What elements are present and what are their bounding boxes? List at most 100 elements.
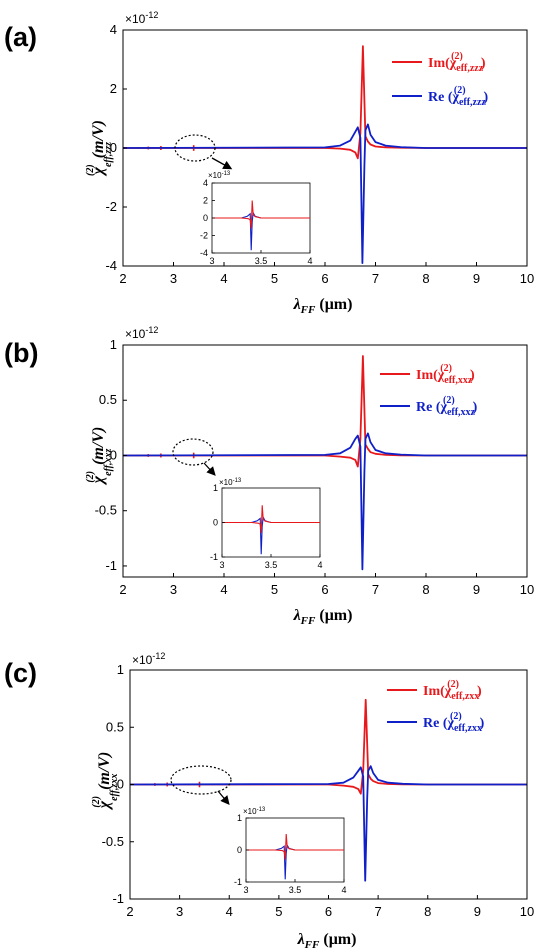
- legend-label-re-b: Re (χeff,xxz(2)): [416, 395, 478, 418]
- plot-area-c: [129, 698, 527, 882]
- x-axis-label-a: λFF (μm): [293, 296, 353, 316]
- inset-c: 1 0 -13 3.5 4: [234, 813, 347, 895]
- x-tick-label: 5: [275, 904, 282, 919]
- x-tick-label: 3: [170, 271, 177, 286]
- series-line-re-c: [129, 765, 527, 882]
- series-line-im-b: [123, 355, 527, 468]
- x-tick-label: 4: [226, 904, 233, 919]
- x-tick-label: 4: [220, 582, 227, 597]
- inset-y-tick-label: -1: [234, 877, 242, 887]
- x-tick-labels-c: 2 3 4 5 6 7 8 9 10: [126, 904, 534, 919]
- inset-x-tick-label: 3: [209, 256, 214, 266]
- inset-series-im: [212, 200, 310, 229]
- inset-x-tick-label: 3: [219, 560, 224, 570]
- zoom-arrow-a: [211, 157, 233, 170]
- axes-box: [122, 29, 528, 267]
- x-tick-label: 10: [520, 582, 534, 597]
- legend-b: Im(χeff,xxz(2)) Re (χeff,xxz(2)): [380, 363, 478, 418]
- legend-label-im-a: Im(χeff,zzz(2)): [428, 51, 486, 74]
- series-line-im-a: [123, 45, 527, 160]
- inset-multiplier-a: ×10-13: [208, 171, 231, 180]
- y-tick-label: 4: [110, 22, 117, 37]
- inset-x-tick-label: 3.5: [255, 256, 268, 266]
- x-tick-label: 10: [520, 271, 534, 286]
- inset-x-tick-label: 3: [243, 885, 248, 895]
- legend-c: Im(χeff,zxx(2)) Re (χeff,zxx(2)): [387, 679, 485, 734]
- y-tick-label: 1: [117, 662, 124, 677]
- y-tick-label: -0.5: [102, 834, 124, 849]
- x-tick-label: 3: [176, 904, 183, 919]
- inset-x-tick-label: 4: [341, 885, 346, 895]
- axes-box: [129, 669, 528, 900]
- x-axis-label-c: λFF (μm): [297, 931, 357, 951]
- inset-y-tick-label: -1: [210, 552, 218, 562]
- inset-series-im: [222, 505, 320, 533]
- y-tick-labels-a: 4 2 0 -2 -4: [105, 22, 117, 273]
- y-tick-label: 2: [110, 81, 117, 96]
- inset-y-tick-label: -2: [200, 231, 208, 241]
- legend-label-re-a: Re (χeff,zzz(2)): [428, 85, 489, 108]
- x-tick-label: 2: [126, 904, 133, 919]
- x-tick-labels-b: 2 3 4 5 6 7 8 9 10: [119, 582, 534, 597]
- x-tick-label: 9: [474, 904, 481, 919]
- panel-c: (c) ×10-12 10.50-0.5-1 2 3 4 5 6 7 8 9 10 χeff,z…: [4, 651, 534, 951]
- axes-frame-b: [122, 344, 528, 578]
- inset-x-tick-label: 3.5: [265, 560, 278, 570]
- x-tick-label: 2: [119, 582, 126, 597]
- panel-b: (b) ×10-12 10.50-0.5-1 2 3 4 5 6 7 8 9 10 χeff,x…: [4, 325, 534, 627]
- inset-y-tick-label: 0: [237, 845, 242, 855]
- x-tick-label: 7: [372, 582, 379, 597]
- inset-multiplier-c: ×10-13: [243, 807, 266, 816]
- inset-x-tick-label: 4: [307, 256, 312, 266]
- inset-series-im: [246, 833, 344, 860]
- y-multiplier-a: ×10-12: [125, 10, 158, 26]
- y-tick-label: 0.5: [99, 392, 117, 407]
- x-tick-label: 4: [220, 271, 227, 286]
- inset-y-tick-label: 0: [203, 213, 208, 223]
- legend-label-re-c: Re (χeff,zxx(2)): [423, 711, 485, 734]
- x-tick-label: 7: [372, 271, 379, 286]
- y-tick-label: -4: [105, 258, 117, 273]
- x-tick-label: 5: [271, 271, 278, 286]
- legend-a: Im(χeff,zzz(2)) Re (χeff,zzz(2)): [392, 51, 489, 108]
- inset-x-tick-label: 3.5: [289, 885, 302, 895]
- panel-label-c: (c): [4, 658, 37, 688]
- y-tick-label: -1: [105, 558, 117, 573]
- series-line-re-a: [122, 123, 527, 264]
- x-tick-label: 9: [473, 271, 480, 286]
- x-tick-label: 6: [321, 582, 328, 597]
- x-tick-label: 8: [422, 582, 429, 597]
- inset-y-tick-label: 4: [203, 178, 208, 188]
- x-tick-label: 8: [422, 271, 429, 286]
- x-tick-label: 9: [473, 582, 480, 597]
- inset-y-tick-label: 1: [237, 813, 242, 823]
- x-tick-label: 6: [321, 271, 328, 286]
- plot-area-a: [122, 45, 527, 264]
- y-tick-label: 0: [110, 140, 117, 155]
- legend-label-im-c: Im(χeff,zxx(2)): [423, 679, 482, 702]
- x-tick-label: 6: [325, 904, 332, 919]
- axes-frame-c: [129, 669, 528, 900]
- y-axis-label-b: χeff,xxz(2)(m/V): [85, 427, 114, 486]
- legend-label-im-b: Im(χeff,xxz(2)): [416, 363, 475, 386]
- y-tick-label: 0: [110, 447, 117, 462]
- inset-y-tick-label: 2: [203, 196, 208, 206]
- zoom-ellipse-c: [170, 765, 232, 795]
- inset-a: 4 2 0 -2 -43 3.5 4: [200, 178, 313, 266]
- y-tick-label: 0: [117, 777, 124, 792]
- y-tick-labels-c: 1 0.5 0 -0.5 -1: [102, 662, 124, 906]
- y-tick-labels-b: 1 0.5 0 -0.5 -1: [95, 337, 117, 573]
- x-tick-label: 7: [375, 904, 382, 919]
- axes-box: [122, 344, 528, 578]
- inset-y-tick-label: 1: [213, 483, 218, 493]
- panel-a: (a) ×10-12 420-2-4 2 3 4 5 6 7 8 9 10 χeff,zzz(2…: [4, 10, 534, 316]
- y-multiplier-b: ×10-12: [125, 325, 158, 341]
- plot-area-b: [122, 355, 527, 571]
- x-tick-label: 5: [271, 582, 278, 597]
- panel-label-b: (b): [4, 338, 38, 368]
- inset-y-tick-label: 0: [213, 518, 218, 528]
- series-line-im-c: [130, 698, 527, 795]
- y-tick-label: -2: [105, 199, 117, 214]
- x-tick-label: 3: [170, 582, 177, 597]
